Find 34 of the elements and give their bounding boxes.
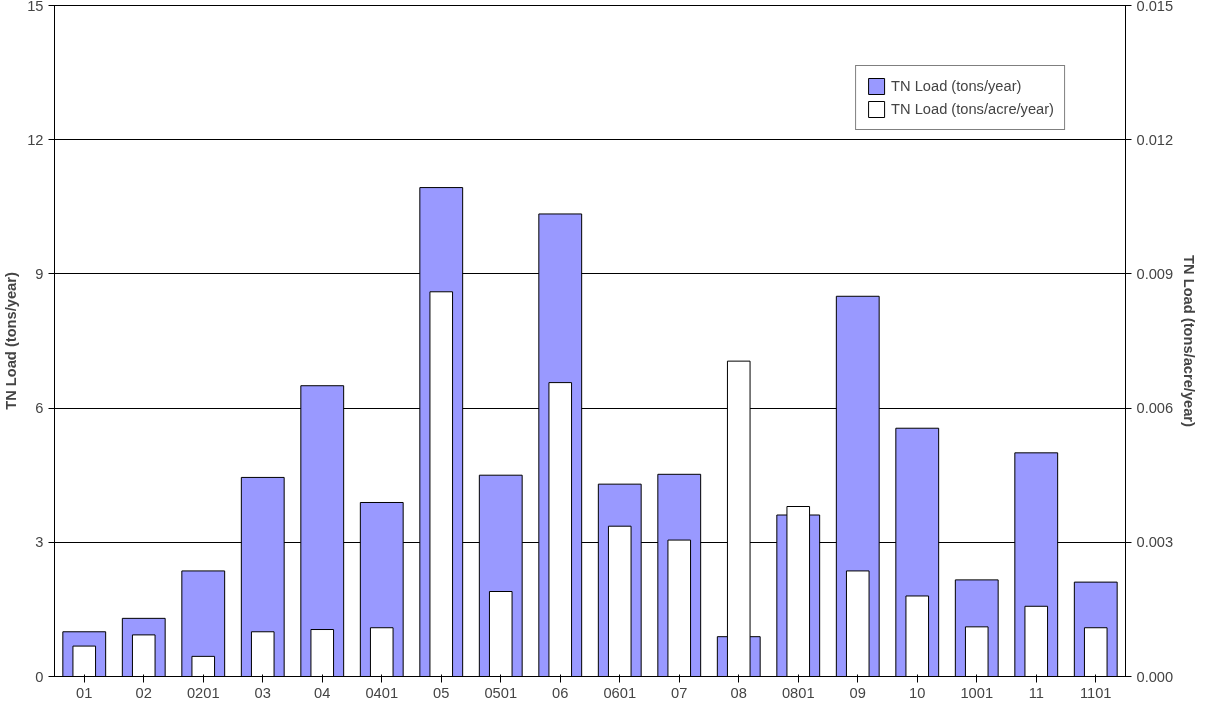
y2-tick-label: 0.000 — [1136, 668, 1174, 685]
x-tick-label: 08 — [730, 684, 747, 701]
y2-tick-label: 0.012 — [1136, 131, 1174, 148]
x-tick-label: 07 — [671, 684, 688, 701]
x-tick-label: 09 — [849, 684, 866, 701]
x-tick-label: 05 — [433, 684, 450, 701]
y-tick-label: 12 — [27, 131, 44, 148]
y2-tick-label: 0.009 — [1136, 265, 1174, 282]
legend-label: TN Load (tons/year) — [891, 78, 1022, 94]
x-tick-label: 11 — [1028, 684, 1044, 701]
x-tick-label: 0601 — [603, 684, 637, 701]
y2-tick-label: 0.003 — [1136, 534, 1174, 551]
y-tick-label: 9 — [35, 265, 44, 282]
legend-label: TN Load (tons/acre/year) — [891, 101, 1054, 117]
x-tick-label: 0501 — [484, 684, 518, 701]
x-tick-label: 04 — [314, 684, 331, 701]
y-tick-label: 6 — [35, 400, 44, 417]
x-tick-label: 10 — [909, 684, 926, 701]
y-tick-label: 15 — [27, 0, 44, 14]
x-tick-label: 02 — [135, 684, 152, 701]
x-tick-label: 03 — [254, 684, 271, 701]
x-tick-label: 1101 — [1079, 684, 1112, 701]
x-tick-label: 0201 — [186, 684, 220, 701]
x-tick-label: 0801 — [781, 684, 815, 701]
x-tick-label: 1001 — [960, 684, 994, 701]
y2-tick-label: 0.006 — [1136, 400, 1174, 417]
y-axis-title: TN Load (tons/year) — [3, 272, 20, 410]
y2-tick-label: 0.015 — [1136, 0, 1174, 14]
y-tick-label: 3 — [35, 534, 44, 551]
x-tick-label: 01 — [76, 684, 93, 701]
y2-axis-title: TN Load (tons/acre/year) — [1181, 255, 1198, 428]
y-tick-label: 0 — [35, 668, 44, 685]
x-tick-label: 0401 — [365, 684, 399, 701]
x-tick-label: 06 — [552, 684, 569, 701]
